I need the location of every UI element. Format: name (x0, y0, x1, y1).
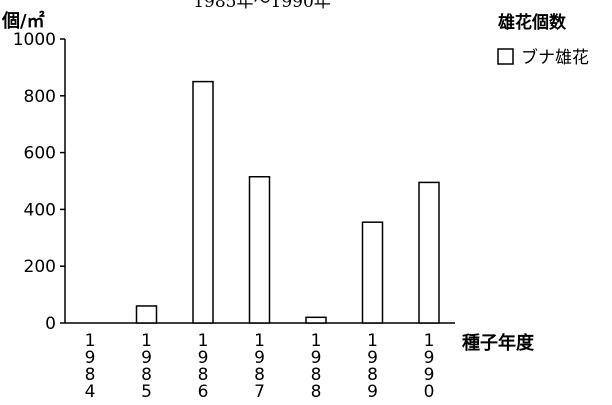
bar-1987 (248, 175, 271, 324)
y-tick-label: 800 (24, 87, 56, 107)
y-tick-label: 400 (24, 200, 56, 220)
bar-1985 (135, 305, 158, 324)
bar-1989 (361, 221, 384, 324)
y-tick-label: 1000 (13, 30, 56, 50)
legend-title: 雄花個数 (497, 12, 567, 33)
y-tick-label: 600 (24, 144, 56, 164)
legend-label: ブナ雄花 (521, 47, 589, 68)
x-ticks: 1 9 8 4 1 9 8 5 1 9 8 6 1 9 8 7 1 9 8 8 1 9 8 9 1 9 9 0 (85, 331, 435, 402)
y-tick-label: 200 (24, 257, 56, 277)
legend-swatch (497, 48, 514, 65)
bar-1988 (305, 316, 327, 324)
x-axis-label: 種子年度 (462, 332, 535, 354)
bars (135, 80, 440, 324)
y-tick-label: 0 (45, 314, 56, 334)
y-ticks: 0 200 400 600 800 1000 (13, 30, 65, 334)
bar-1990 (418, 181, 440, 324)
chart-subtitle: 1985年〜1990年 (193, 0, 331, 12)
bar-1986 (192, 80, 214, 324)
y-axis-label: 個/㎡ (1, 10, 45, 32)
